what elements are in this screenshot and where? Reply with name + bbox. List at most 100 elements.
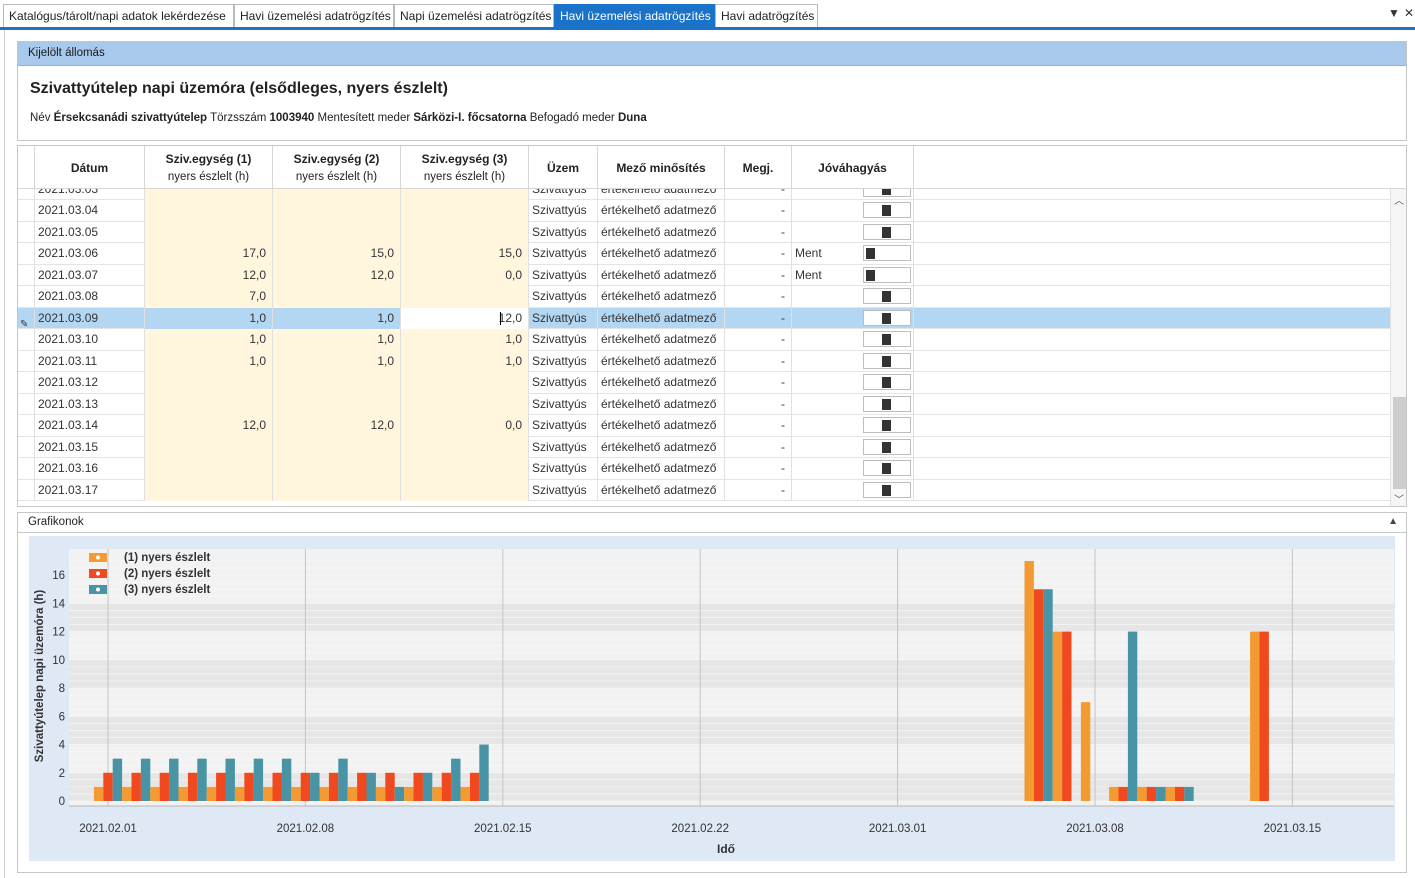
tab-list-dropdown-icon[interactable]: ▼ (1388, 6, 1400, 20)
cell-approval[interactable] (792, 350, 914, 372)
cell-unit1[interactable]: 1,0 (145, 329, 273, 351)
table-row[interactable]: 2021.03.07 12,0 12,0 0,0 Szivattyús értékelhe… (18, 264, 1390, 286)
col-note-header[interactable]: Megj. (725, 146, 792, 189)
cell-unit2[interactable] (273, 372, 401, 394)
cell-unit3[interactable]: 1,0 (401, 350, 529, 372)
cell-unit3[interactable] (401, 393, 529, 415)
cell-unit3[interactable] (401, 189, 529, 200)
col-date-header[interactable]: Dátum (35, 146, 145, 189)
cell-note[interactable]: - (725, 200, 792, 222)
cell-unit1[interactable]: 1,0 (145, 307, 273, 329)
cell-quality[interactable]: értékelhető adatmező (598, 372, 725, 394)
cell-date[interactable]: 2021.03.11 (35, 350, 145, 372)
cell-note[interactable]: - (725, 264, 792, 286)
cell-mode[interactable]: Szivattyús (529, 350, 598, 372)
cell-unit1[interactable]: 12,0 (145, 415, 273, 437)
scroll-down-icon[interactable]: ﹀ (1394, 495, 1404, 506)
approval-toggle[interactable] (863, 223, 911, 240)
grid-vertical-scrollbar[interactable]: ︿ ﹀ (1390, 189, 1406, 506)
tab-monthly-data-entry[interactable]: Havi adatrögzítés (715, 4, 818, 27)
col-unit2-header[interactable]: Sziv.egység (2) nyers észlelt (h) (273, 146, 401, 189)
scrollbar-thumb[interactable] (1393, 397, 1406, 489)
approval-toggle[interactable] (863, 481, 911, 498)
cell-note[interactable]: - (725, 436, 792, 458)
tab-monthly-operation-active[interactable]: Havi üzemelési adatrögzítés (554, 4, 715, 27)
table-row[interactable]: 2021.03.08 7,0 Szivattyús értékelhető adatm… (18, 286, 1390, 308)
cell-unit1[interactable] (145, 479, 273, 501)
row-indicator[interactable] (18, 221, 35, 243)
cell-unit1[interactable] (145, 393, 273, 415)
cell-unit2[interactable]: 1,0 (273, 329, 401, 351)
cell-unit3[interactable]: 0,0 (401, 415, 529, 437)
cell-mode[interactable]: Szivattyús (529, 415, 598, 437)
cell-mode[interactable]: Szivattyús (529, 189, 598, 200)
cell-quality[interactable]: értékelhető adatmező (598, 436, 725, 458)
approval-toggle[interactable] (863, 352, 911, 369)
cell-quality[interactable]: értékelhető adatmező (598, 415, 725, 437)
cell-mode[interactable]: Szivattyús (529, 264, 598, 286)
cell-date[interactable]: 2021.03.14 (35, 415, 145, 437)
cell-unit1[interactable]: 12,0 (145, 264, 273, 286)
row-indicator[interactable] (18, 243, 35, 265)
table-row[interactable]: 2021.03.10 1,0 1,0 1,0 Szivattyús értékelhető… (18, 329, 1390, 351)
cell-unit3[interactable] (401, 372, 529, 394)
cell-date[interactable]: 2021.03.05 (35, 221, 145, 243)
cell-note[interactable]: - (725, 307, 792, 329)
cell-quality[interactable]: értékelhető adatmező (598, 393, 725, 415)
col-quality-header[interactable]: Mező minősítés (598, 146, 725, 189)
cell-approval[interactable]: Ment (792, 264, 914, 286)
cell-approval[interactable] (792, 189, 914, 200)
cell-date[interactable]: 2021.03.15 (35, 436, 145, 458)
cell-unit2[interactable] (273, 189, 401, 200)
cell-unit1[interactable] (145, 221, 273, 243)
cell-approval[interactable] (792, 393, 914, 415)
tab-catalog-query[interactable]: Katalógus/tárolt/napi adatok lekérdezése (3, 4, 234, 27)
cell-unit3[interactable] (401, 200, 529, 222)
row-indicator[interactable] (18, 286, 35, 308)
cell-note[interactable]: - (725, 458, 792, 480)
cell-unit2[interactable] (273, 393, 401, 415)
cell-unit1[interactable]: 17,0 (145, 243, 273, 265)
approval-toggle[interactable] (863, 460, 911, 476)
cell-date[interactable]: 2021.03.17 (35, 479, 145, 501)
table-row[interactable]: 2021.03.15 Szivattyús értékelhető adatmező… (18, 436, 1390, 458)
row-indicator[interactable] (18, 436, 35, 458)
cell-approval[interactable] (792, 436, 914, 458)
col-unit1-header[interactable]: Sziv.egység (1) nyers észlelt (h) (145, 146, 273, 189)
row-indicator[interactable] (18, 189, 35, 200)
cell-approval[interactable] (792, 221, 914, 243)
cell-date[interactable]: 2021.03.09 (35, 307, 145, 329)
row-indicator[interactable]: ✎ (18, 307, 35, 329)
table-row[interactable]: 2021.03.16 Szivattyús értékelhető adatmező… (18, 458, 1390, 480)
cell-approval[interactable] (792, 200, 914, 222)
cell-unit1[interactable] (145, 200, 273, 222)
col-approval-header[interactable]: Jóváhagyás (792, 146, 914, 189)
cell-unit2[interactable] (273, 479, 401, 501)
cell-unit3-editor[interactable]: 12,0 (401, 307, 529, 329)
cell-quality[interactable]: értékelhető adatmező (598, 479, 725, 501)
cell-mode[interactable]: Szivattyús (529, 243, 598, 265)
cell-note[interactable]: - (725, 189, 792, 200)
cell-quality[interactable]: értékelhető adatmező (598, 329, 725, 351)
cell-date[interactable]: 2021.03.10 (35, 329, 145, 351)
table-row[interactable]: 2021.03.06 17,0 15,0 15,0 Szivattyús értékelh… (18, 243, 1390, 265)
approval-toggle[interactable] (863, 309, 911, 326)
cell-unit1[interactable]: 1,0 (145, 350, 273, 372)
tab-monthly-operation-1[interactable]: Havi üzemelési adatrögzítés (234, 4, 394, 27)
cell-note[interactable]: - (725, 243, 792, 265)
cell-note[interactable]: - (725, 329, 792, 351)
cell-mode[interactable]: Szivattyús (529, 458, 598, 480)
row-indicator[interactable] (18, 458, 35, 480)
cell-mode[interactable]: Szivattyús (529, 393, 598, 415)
cell-mode[interactable]: Szivattyús (529, 479, 598, 501)
cell-note[interactable]: - (725, 286, 792, 308)
cell-approval[interactable] (792, 458, 914, 480)
cell-unit3[interactable] (401, 221, 529, 243)
row-indicator[interactable] (18, 415, 35, 437)
cell-quality[interactable]: értékelhető adatmező (598, 264, 725, 286)
col-mode-header[interactable]: Üzem (529, 146, 598, 189)
cell-unit3[interactable]: 1,0 (401, 329, 529, 351)
table-row[interactable]: 2021.03.12 Szivattyús értékelhető adatmező… (18, 372, 1390, 394)
cell-date[interactable]: 2021.03.16 (35, 458, 145, 480)
